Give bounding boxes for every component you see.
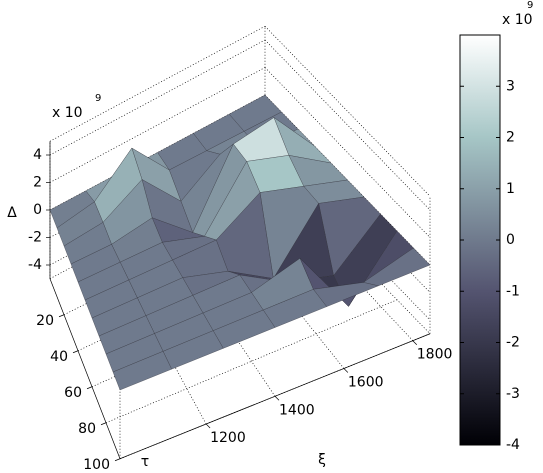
y-tick-label: 20 [36, 313, 54, 329]
plot-area: -4 -2 0 2 4 20 40 60 80 100 1200 1400 1600 1800 [28, 25, 453, 473]
colorbar-exponent: 9 [527, 0, 533, 11]
colorbar [459, 34, 501, 446]
box-edge [264, 26, 431, 197]
colorbar-tick-label: -4 [506, 437, 520, 453]
colorbar-tick-label: -2 [506, 335, 520, 351]
colorbar-tick-label: -1 [506, 283, 520, 299]
y-tick-label: 100 [83, 457, 110, 473]
y-axis-label: τ [141, 454, 149, 470]
z-tick-label: 2 [33, 175, 42, 191]
tick-mark [412, 340, 418, 345]
grid-line [264, 67, 431, 238]
z-axis-label: Δ [7, 205, 17, 221]
z-tick-label: 4 [33, 147, 42, 163]
y-tick-label: 60 [64, 385, 82, 401]
x-tick-label: 1800 [417, 347, 453, 363]
y-tick-label: 40 [50, 349, 68, 365]
z-tick-label: -2 [28, 230, 42, 246]
grid-line [205, 195, 345, 369]
colorbar-tick-label: 3 [506, 78, 515, 94]
tick-mark [205, 423, 211, 429]
tick-mark [274, 396, 280, 401]
colorbar-tick-label: -3 [506, 386, 520, 402]
grid-line [264, 39, 431, 211]
tick-mark [343, 368, 349, 373]
colorbar-tick-label: 1 [506, 181, 515, 197]
colorbar-multiplier: x 10 [502, 12, 533, 28]
axis-line [49, 278, 121, 459]
tick-mark [58, 314, 65, 318]
tick-mark [114, 458, 121, 462]
z-multiplier: x 10 [52, 105, 83, 121]
x-tick-label: 1200 [210, 430, 246, 446]
x-axis-label: ξ [318, 452, 326, 468]
tick-mark [72, 350, 79, 354]
colorbar-tick-label: 0 [506, 232, 515, 248]
colorbar-tick-label: 2 [506, 130, 515, 146]
x-tick-label: 1400 [279, 402, 315, 418]
z-exponent: 9 [95, 93, 101, 104]
tick-mark [100, 422, 107, 426]
tick-mark [86, 386, 93, 390]
x-tick-label: 1600 [348, 374, 384, 390]
z-tick-label: 0 [33, 202, 42, 218]
y-tick-label: 80 [78, 421, 96, 437]
surface-patch [112, 351, 172, 391]
z-tick-label: -4 [28, 257, 42, 273]
